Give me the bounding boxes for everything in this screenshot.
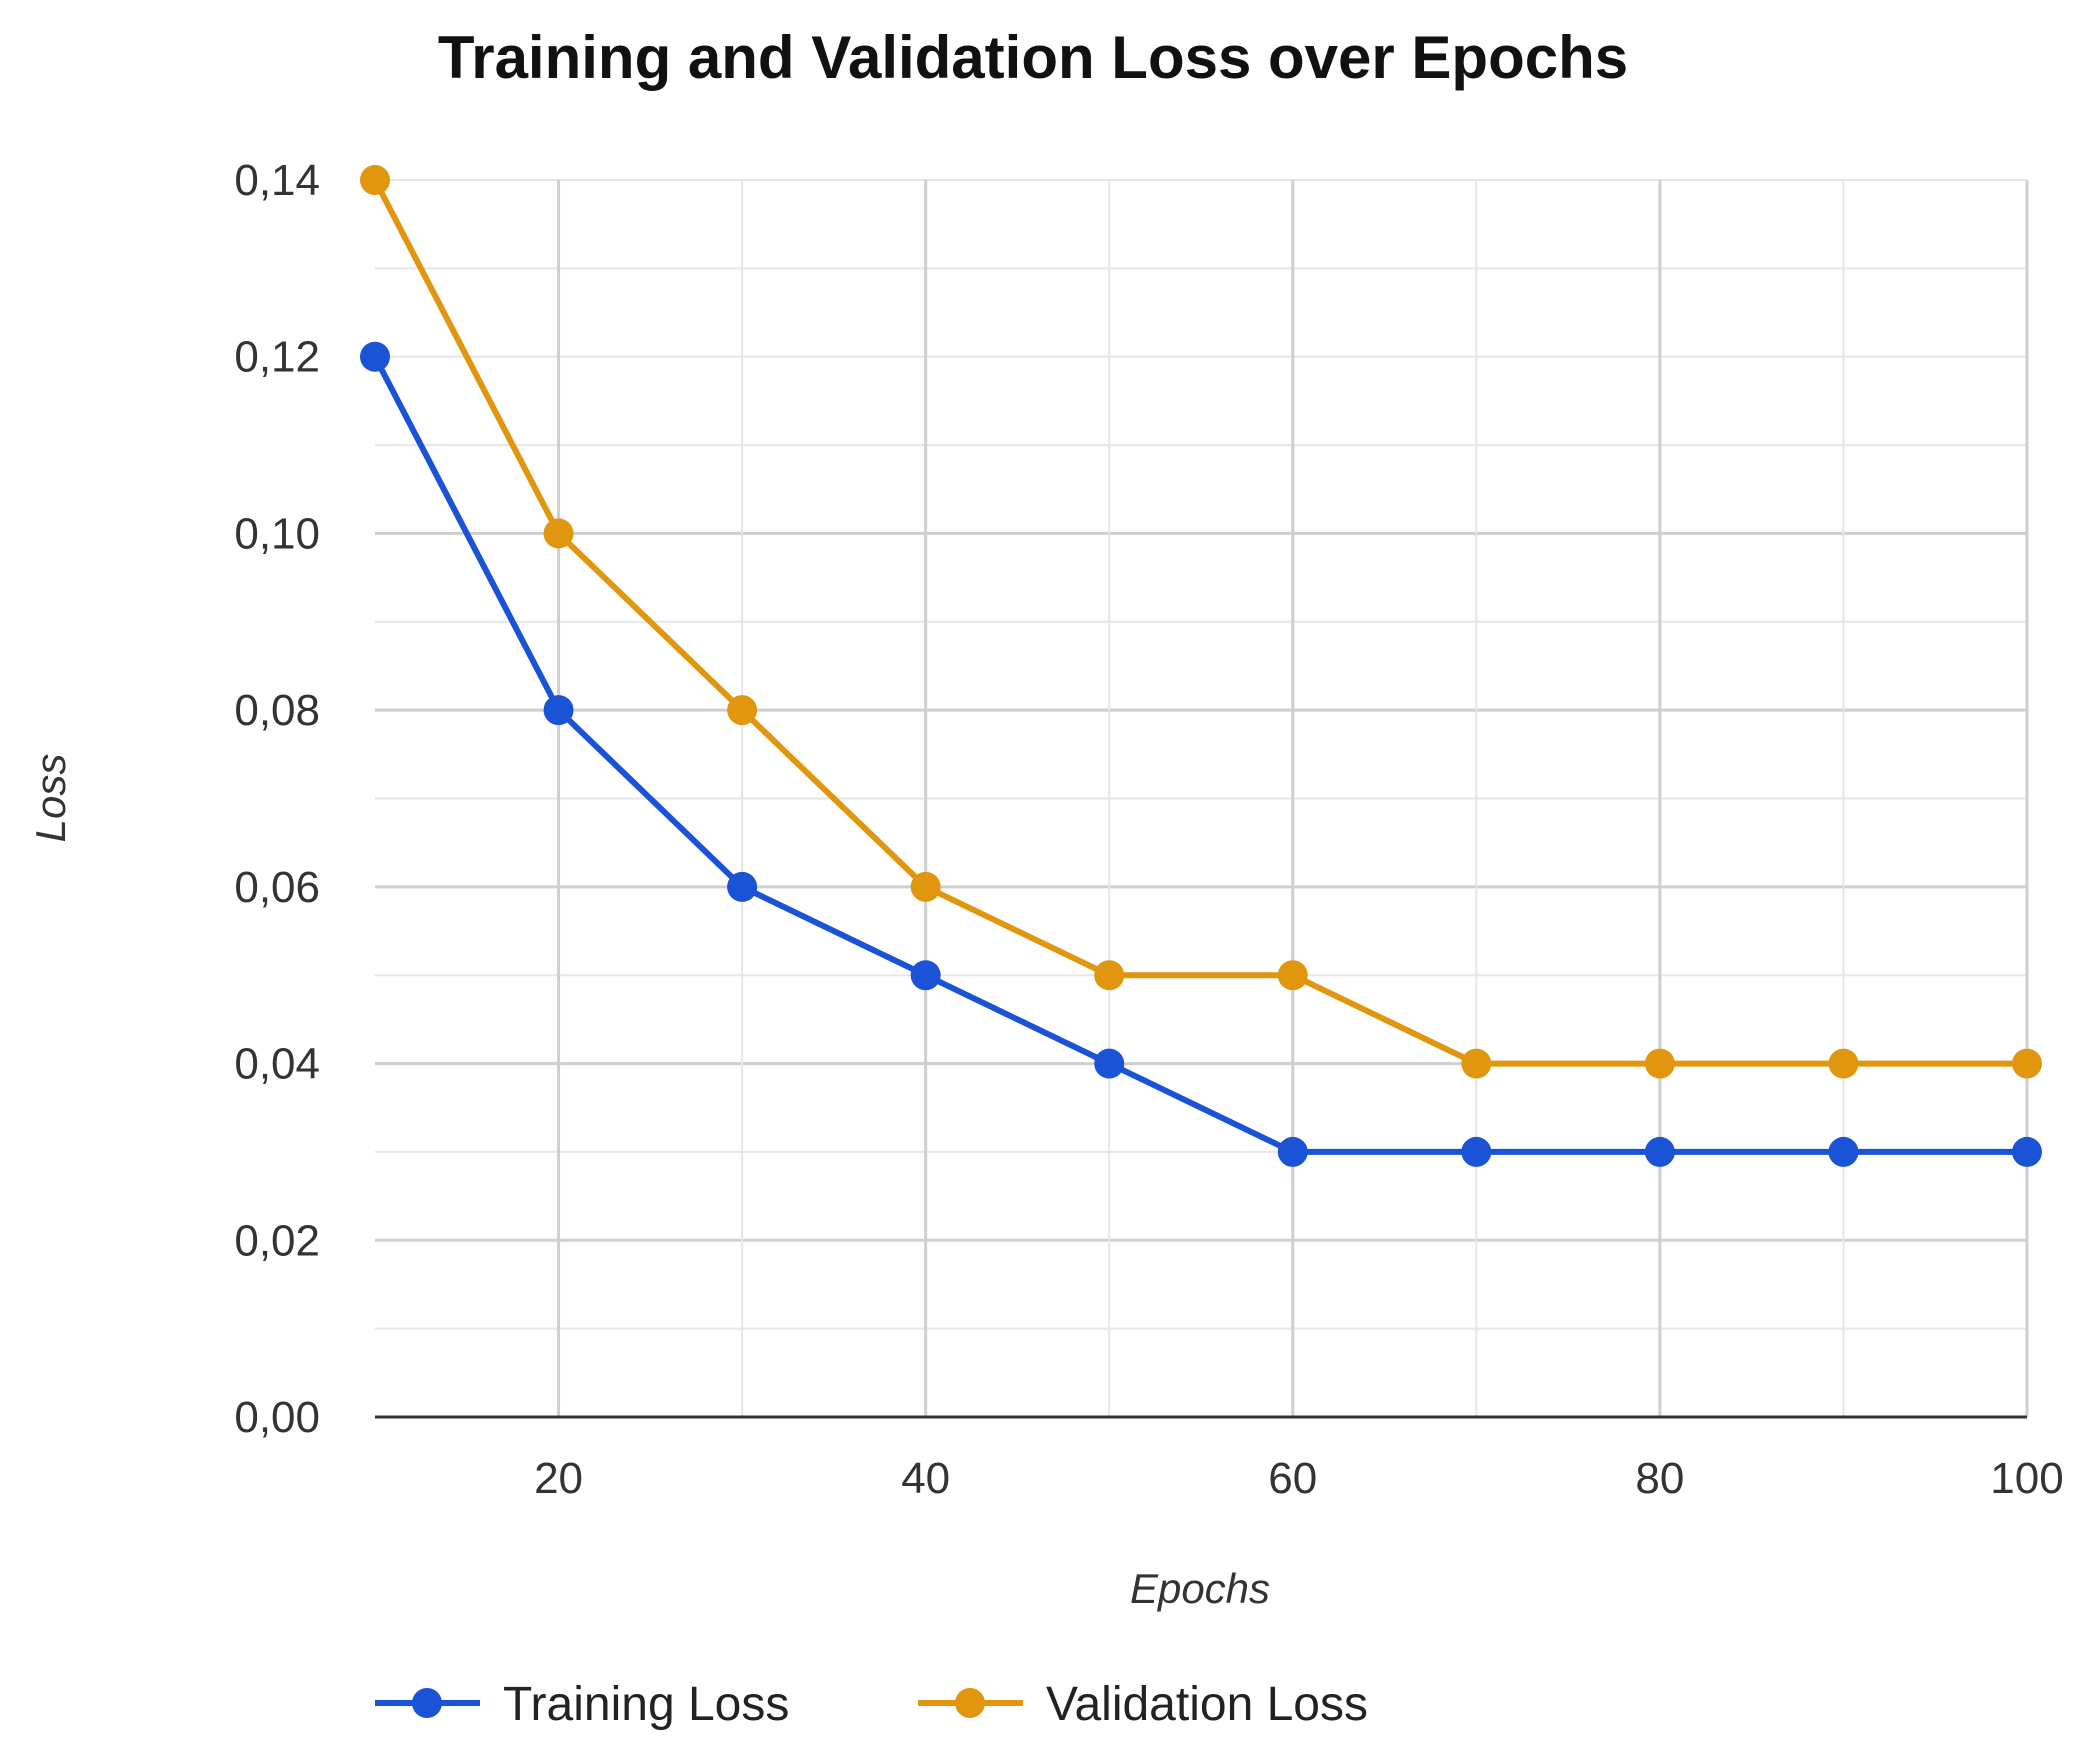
grid-lines: [375, 179, 2029, 1419]
x-axis-title: Epochs: [1130, 1565, 1270, 1612]
data-point: [1461, 1136, 1492, 1167]
legend-marker: [955, 1688, 985, 1718]
y-tick-label: 0,04: [234, 1040, 320, 1089]
x-tick-label: 20: [534, 1454, 583, 1503]
chart-title: Training and Validation Loss over Epochs: [438, 24, 1628, 91]
series-line: [372, 178, 2027, 1067]
y-tick-label: 0,02: [234, 1216, 320, 1265]
y-tick-label: 0,10: [234, 509, 320, 558]
y-tick-label: 0,14: [234, 156, 320, 205]
data-point: [1644, 1048, 1675, 1079]
legend: Training Loss Validation Loss: [375, 1678, 1368, 1731]
y-axis-title: Loss: [27, 754, 74, 843]
data-point: [910, 871, 941, 902]
data-point: [1644, 1136, 1675, 1167]
series-training-loss: [360, 341, 2042, 1167]
data-point: [1094, 1048, 1125, 1079]
y-tick-label: 0,08: [234, 686, 320, 735]
data-point: [1828, 1136, 1859, 1167]
data-point: [1094, 960, 1125, 991]
data-point: [543, 695, 574, 726]
legend-label: Training Loss: [503, 1678, 789, 1731]
data-point: [2012, 1136, 2042, 1167]
data-point: [360, 165, 390, 195]
legend-marker: [412, 1688, 442, 1718]
data-point: [1461, 1048, 1492, 1079]
x-axis-tick-labels: 20 40 60 80 100: [534, 1454, 2064, 1503]
legend-item: Validation Loss: [918, 1678, 1368, 1731]
data-point: [543, 518, 574, 549]
data-point: [1277, 1136, 1308, 1167]
y-tick-label: 0,12: [234, 333, 320, 382]
legend-label: Validation Loss: [1046, 1678, 1368, 1731]
data-point: [1828, 1048, 1859, 1079]
data-point: [360, 341, 390, 372]
series-layer: [360, 165, 2042, 1167]
x-tick-label: 60: [1268, 1454, 1317, 1503]
y-tick-label: 0,00: [234, 1393, 320, 1442]
y-axis-tick-labels: 0,00 0,02 0,04 0,06 0,08 0,10 0,12 0,14: [234, 156, 320, 1442]
data-point: [727, 871, 758, 902]
x-tick-label: 80: [1635, 1454, 1684, 1503]
x-tick-label: 40: [901, 1454, 950, 1503]
data-point: [910, 960, 941, 991]
y-tick-label: 0,06: [234, 863, 320, 912]
x-tick-label: 100: [1990, 1454, 2063, 1503]
data-point: [2012, 1048, 2042, 1079]
legend-item: Training Loss: [375, 1678, 789, 1731]
series-line: [372, 355, 2027, 1155]
data-point: [1277, 960, 1308, 991]
series-validation-loss: [360, 165, 2042, 1079]
data-point: [727, 695, 758, 726]
